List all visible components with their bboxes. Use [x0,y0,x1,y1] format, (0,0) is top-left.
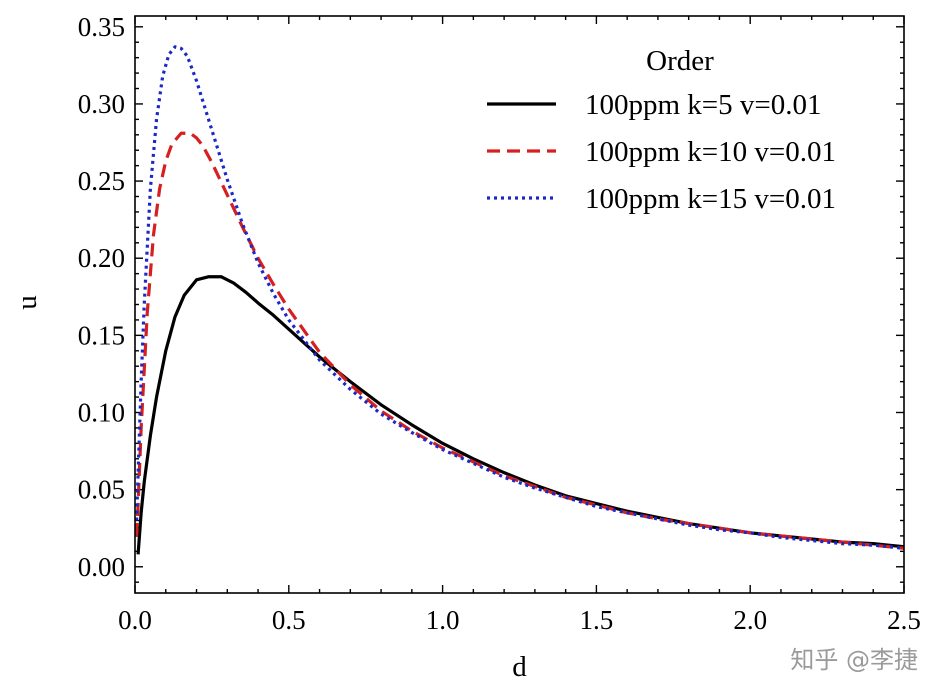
y-tick-label: 0.05 [78,475,125,505]
series-lines [134,45,905,555]
x-axis-title: d [512,651,527,683]
x-tick-label: 0.0 [118,605,152,635]
y-tick-label: 0.35 [78,12,125,42]
x-tick-label: 2.5 [887,605,921,635]
x-tick-label: 1.0 [426,605,460,635]
legend-label-2: 100ppm k=10 v=0.01 [585,136,836,168]
legend-label-1: 100ppm k=5 v=0.01 [585,89,822,121]
x-tick-label: 0.5 [272,605,306,635]
y-tick-label: 0.30 [78,89,125,119]
legend-label-3: 100ppm k=15 v=0.01 [585,183,836,215]
y-tick-label: 0.10 [78,397,125,427]
series-line-3 [134,45,905,550]
watermark-text: 知乎 @李捷 [790,646,918,674]
x-tick-label: 2.0 [733,605,767,635]
y-axis-title: u [11,295,43,310]
y-tick-label: 0.20 [78,243,125,273]
y-tick-label: 0.15 [78,320,125,350]
y-tick-label: 0.25 [78,166,125,196]
legend: Order 100ppm k=5 v=0.01 100ppm k=10 v=0.0… [487,45,836,215]
legend-title: Order [646,45,714,77]
tick-labels: 0.0 0.5 1.0 1.5 2.0 2.5 0.00 0.05 0.10 0.15 0.20 0.… [78,12,921,635]
y-tick-label: 0.00 [78,552,125,582]
x-tick-label: 1.5 [580,605,614,635]
plot-frame [134,15,905,594]
